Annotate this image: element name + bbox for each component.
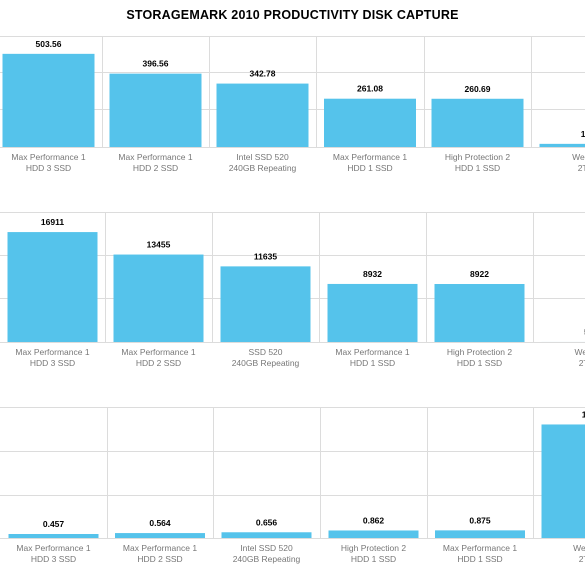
bar-2-5 [434,284,525,342]
category-label-3-1-line1: Max Performance 1 [16,543,90,553]
category-label-1-4-line1: Max Performance 1 [333,152,407,162]
category-label-3-5-line2: HDD 1 SSD [457,554,502,564]
bar-3-1 [8,534,99,538]
category-label-2-6-line1: Weste [575,347,585,357]
category-label-2-3-line1: SSD 520 [248,347,282,357]
bar-1-5 [431,98,524,147]
chart-title: STORAGEMARK 2010 PRODUCTIVITY DISK CAPTU… [126,8,459,22]
value-label-1-1: 503.56 [36,39,62,49]
category-label-2-6-line2: 2TE [579,358,585,368]
value-label-3-2: 0.564 [149,518,171,528]
category-label-1-3-line1: Intel SSD 520 [236,152,289,162]
category-label-3-1-line2: HDD 3 SSD [31,554,76,564]
category-label-1-5-line2: HDD 1 SSD [455,163,500,173]
category-label-1-3-line2: 240GB Repeating [229,163,297,173]
category-label-2-1-line2: HDD 3 SSD [30,358,75,368]
bar-3-6 [541,424,585,538]
category-label-3-6-line2: 2TE [579,554,585,564]
value-label-2-1: 16911 [41,217,64,227]
category-label-2-1-line1: Max Performance 1 [15,347,89,357]
bar-2-3 [220,266,311,342]
value-label-1-4: 261.08 [357,84,383,94]
category-label-2-3-line2: 240GB Repeating [232,358,300,368]
bar-1-1 [2,53,95,147]
category-label-2-5-line1: High Protection 2 [447,347,512,357]
category-label-3-5-line1: Max Performance 1 [443,543,517,553]
category-label-1-2-line1: Max Performance 1 [118,152,192,162]
bar-2-2 [113,254,204,342]
category-label-3-2-line1: Max Performance 1 [123,543,197,553]
value-label-2-5: 8922 [470,269,489,279]
category-label-1-4-line2: HDD 1 SSD [347,163,392,173]
bar-1-4 [324,98,416,147]
category-label-2-2-line2: HDD 2 SSD [136,358,181,368]
category-label-1-2-line2: HDD 2 SSD [133,163,178,173]
value-label-3-6: 13 [582,409,585,419]
category-label-1-6-line2: 2TE [578,163,585,173]
value-label-2-4: 8932 [363,269,382,279]
value-label-3-5: 0.875 [469,515,491,525]
category-label-3-2-line2: HDD 2 SSD [137,554,182,564]
bar-3-2 [115,533,205,538]
bar-1-6 [539,143,585,147]
value-label-2-2: 13455 [147,240,171,250]
bar-2-1 [7,232,98,342]
value-label-1-3: 342.78 [250,69,276,79]
bar-3-5 [435,530,525,538]
category-label-3-4-line2: HDD 1 SSD [351,554,396,564]
category-label-1-1-line1: Max Performance 1 [11,152,85,162]
value-label-3-3: 0.656 [256,517,278,527]
category-label-3-6-line1: Wester [573,543,585,553]
bar-3-4 [328,530,419,538]
value-label-1-6: 17 [581,129,585,139]
value-label-2-3: 11635 [254,251,277,261]
value-label-3-4: 0.862 [363,515,385,525]
category-label-3-4-line1: High Protection 2 [341,543,406,553]
category-label-3-3-line1: Intel SSD 520 [240,543,293,553]
category-label-2-4-line2: HDD 1 SSD [350,358,395,368]
value-label-1-2: 396.56 [143,59,169,69]
category-label-2-4-line1: Max Performance 1 [335,347,409,357]
bar-1-3 [216,83,309,147]
category-label-1-6-line1: Wester [572,152,585,162]
bar-2-4 [327,283,418,342]
bar-1-2 [109,73,202,147]
category-label-2-5-line2: HDD 1 SSD [457,358,502,368]
category-label-1-5-line1: High Protection 2 [445,152,510,162]
value-label-3-1: 0.457 [43,519,65,529]
bar-3-3 [221,532,312,538]
category-label-2-2-line1: Max Performance 1 [121,347,195,357]
category-label-1-1-line2: HDD 3 SSD [26,163,71,173]
value-label-1-5: 260.69 [465,84,491,94]
category-label-3-3-line2: 240GB Repeating [233,554,301,564]
